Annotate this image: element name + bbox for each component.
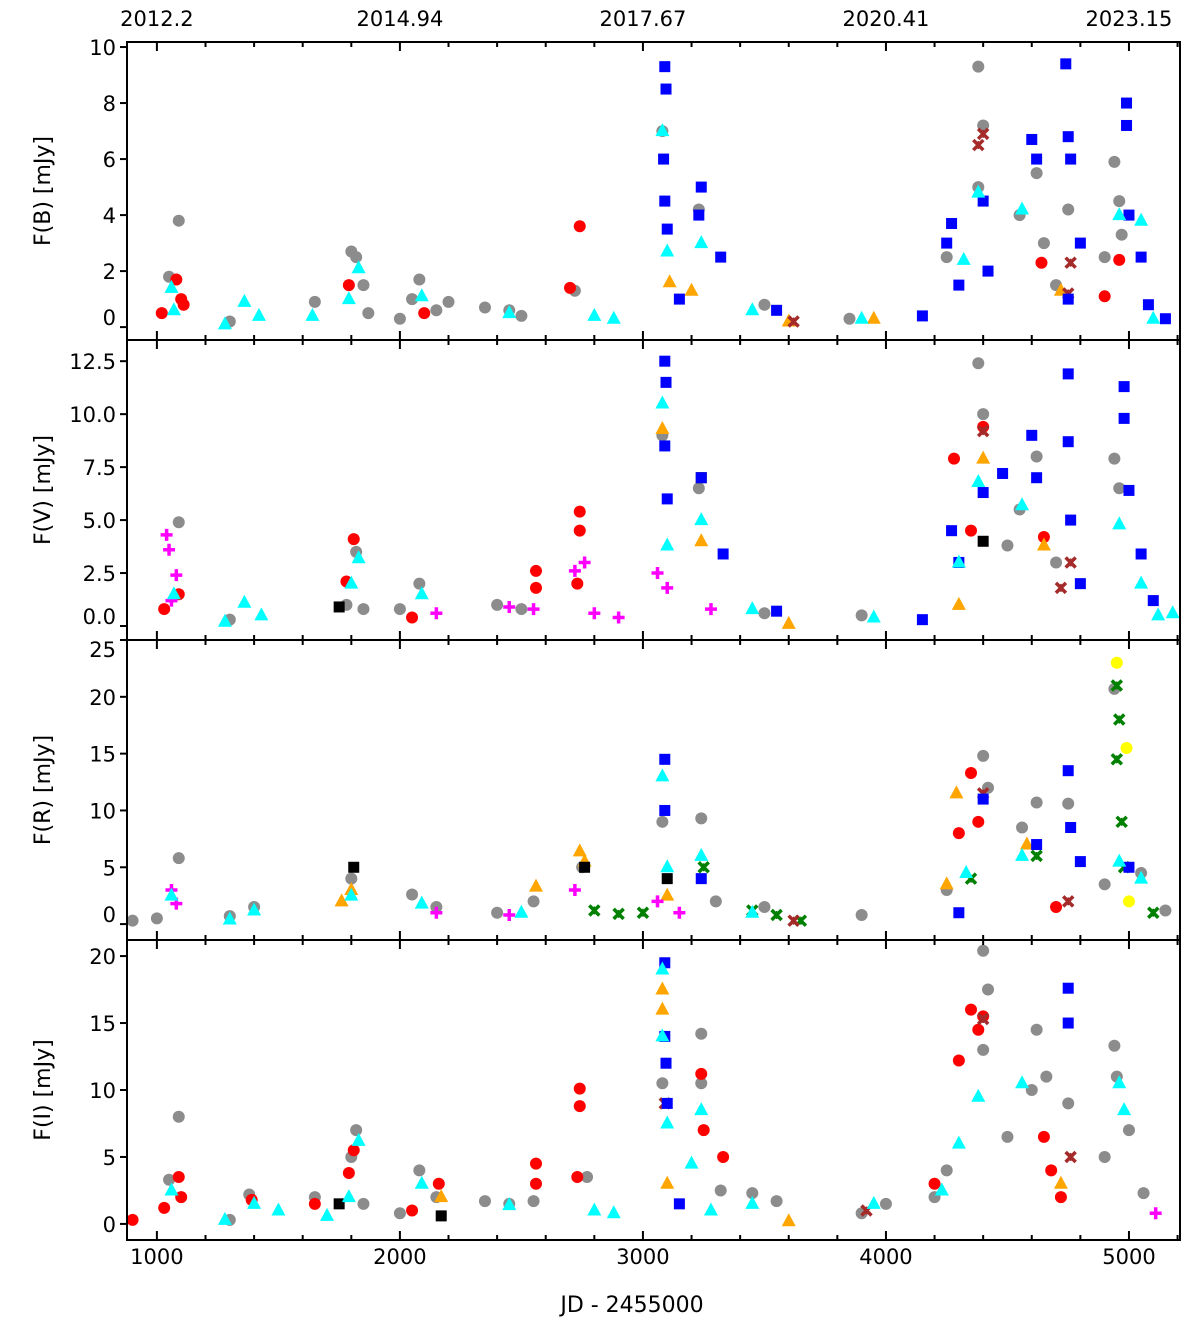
x-tick-label: 1000 xyxy=(130,1245,183,1269)
y-tick-label: 0 xyxy=(103,306,116,330)
panel-r: 0 5 10 15 20 25 F(R) [mJy] xyxy=(31,638,1181,941)
y-axis-label: F(R) [mJy] xyxy=(31,735,56,845)
y-tick-label: 15 xyxy=(89,1012,116,1036)
top-x-tick-label: 2017.67 xyxy=(600,7,687,31)
x-tick-label: 4000 xyxy=(859,1245,912,1269)
panel-frame xyxy=(126,939,1181,1241)
panel-frame xyxy=(126,41,1181,341)
y-tick-label: 0 xyxy=(103,1213,116,1237)
y-tick-label: 20 xyxy=(89,686,116,710)
y-tick-label: 6 xyxy=(103,148,116,172)
y-tick-label: 2 xyxy=(103,260,116,284)
y-tick-label: 8 xyxy=(103,92,116,116)
panel-b: 0 2 4 6 8 10 F(B) [mJy] xyxy=(31,36,1181,341)
y-tick-label: 2.5 xyxy=(83,562,116,586)
y-tick-label: 15 xyxy=(89,743,116,767)
x-tick-label: 5000 xyxy=(1102,1245,1155,1269)
y-tick-label: 0.0 xyxy=(83,605,116,629)
panel-frame xyxy=(126,339,1181,641)
panel-i: 0 5 10 15 20 F(I) [mJy] xyxy=(31,939,1181,1241)
y-tick-label: 5 xyxy=(103,856,116,880)
x-axis-label: JD - 2455000 xyxy=(558,1293,703,1318)
x-tick-label: 3000 xyxy=(616,1245,669,1269)
panel-v: 0.0 2.5 5.0 7.5 10.0 12.5 F(V) [mJy] xyxy=(31,339,1181,641)
y-axis-label: F(V) [mJy] xyxy=(31,435,56,545)
y-tick-label: 12.5 xyxy=(69,350,116,374)
y-tick-label: 5 xyxy=(103,1146,116,1170)
top-x-tick-label: 2012.2 xyxy=(120,7,193,31)
top-x-tick-label: 2023.15 xyxy=(1086,7,1173,31)
y-tick-label: 5.0 xyxy=(83,509,116,533)
y-tick-label: 10.0 xyxy=(69,403,116,427)
top-x-tick-label: 2014.94 xyxy=(356,7,443,31)
y-tick-label: 10 xyxy=(89,36,116,60)
panel-frame xyxy=(126,639,1181,941)
y-tick-label: 7.5 xyxy=(83,456,116,480)
y-tick-label: 10 xyxy=(89,1079,116,1103)
y-axis-label: F(I) [mJy] xyxy=(31,1039,56,1140)
y-tick-label: 20 xyxy=(89,945,116,969)
y-tick-label: 4 xyxy=(103,204,116,228)
y-tick-label: 10 xyxy=(89,799,116,823)
y-tick-label: 25 xyxy=(89,638,116,662)
top-x-tick-label: 2020.41 xyxy=(843,7,930,31)
x-tick-label: 2000 xyxy=(373,1245,426,1269)
y-axis-label: F(B) [mJy] xyxy=(31,136,56,246)
y-tick-label: 0 xyxy=(103,903,116,927)
